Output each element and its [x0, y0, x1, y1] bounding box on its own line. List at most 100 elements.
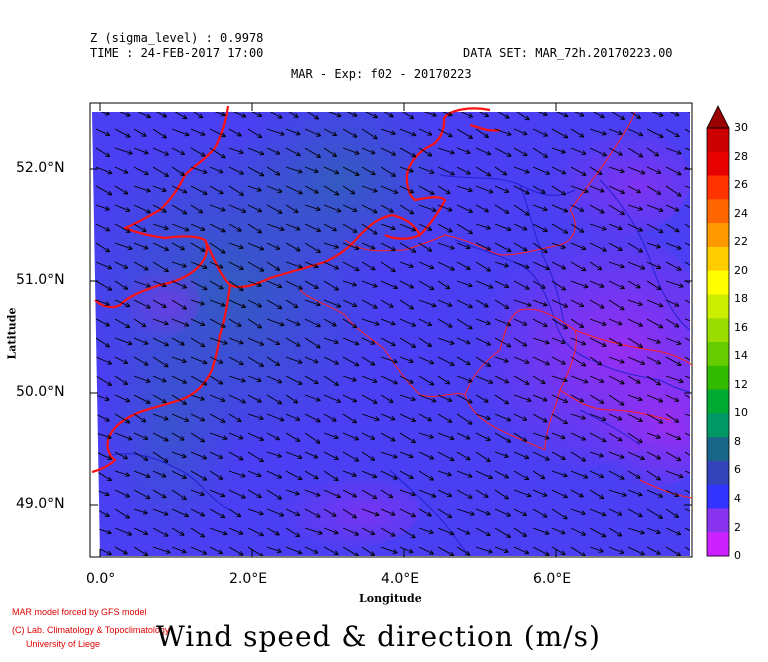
wind-arrow	[171, 128, 189, 135]
wind-arrow	[475, 318, 490, 324]
wind-arrow	[608, 394, 624, 405]
wind-arrow	[665, 128, 679, 137]
wind-arrow	[437, 299, 452, 306]
wind-arrow	[646, 337, 660, 343]
wind-arrow	[304, 261, 318, 267]
wind-arrow	[494, 280, 509, 287]
wind-arrow	[266, 299, 282, 309]
wind-arrow	[532, 394, 547, 401]
wind-arrow	[323, 432, 338, 438]
wind-arrow	[684, 185, 690, 192]
wind-arrow	[456, 413, 472, 424]
wind-arrow	[95, 356, 112, 364]
wind-arrow	[114, 470, 129, 476]
wind-arrow	[247, 223, 261, 233]
wind-arrow	[152, 470, 166, 477]
wind-arrow	[437, 489, 452, 496]
wind-arrow	[342, 527, 359, 535]
wind-arrow	[627, 318, 642, 326]
wind-arrow	[171, 470, 186, 478]
wind-arrow	[228, 432, 243, 439]
wind-arrow	[456, 508, 474, 515]
wind-arrow	[247, 261, 264, 271]
colorbar-swatch	[707, 365, 729, 391]
wind-arrow	[456, 204, 472, 212]
wind-arrow	[456, 337, 470, 344]
wind-arrow	[608, 432, 622, 441]
wind-arrow	[266, 337, 280, 344]
wind-arrow	[437, 527, 454, 534]
wind-arrow	[152, 185, 166, 191]
wind-arrow	[323, 375, 338, 385]
wind-arrow	[247, 204, 262, 212]
wind-arrow	[266, 451, 281, 457]
wind-arrow	[361, 432, 375, 439]
wind-arrow	[323, 318, 336, 326]
wind-arrow	[342, 470, 356, 476]
wind-arrow	[494, 204, 509, 213]
sigma-level-label: Z (sigma_level) : 0.9978	[90, 31, 264, 45]
wind-speed-field	[92, 112, 690, 556]
wind-arrow	[152, 508, 168, 515]
wind-arrow	[646, 356, 661, 364]
wind-arrow	[95, 432, 111, 438]
wind-arrow	[437, 394, 452, 401]
wind-arrow	[684, 375, 690, 383]
wind-arrow	[627, 128, 643, 136]
wind-arrow	[627, 204, 642, 210]
wind-arrow	[418, 356, 434, 364]
wind-arrow	[171, 432, 184, 440]
wind-arrow	[171, 527, 184, 535]
wind-arrow	[437, 356, 454, 365]
wind-arrow	[323, 508, 336, 516]
wind-arrow	[190, 337, 205, 347]
wind-arrow	[646, 242, 660, 247]
wind-arrow	[342, 112, 357, 116]
wind-arrow	[475, 394, 488, 402]
wind-arrow	[247, 166, 264, 176]
wind-arrow	[304, 185, 318, 193]
wind-arrow	[494, 128, 511, 135]
wind-arrow	[209, 299, 225, 306]
wind-arrow	[475, 280, 493, 288]
wind-arrow	[570, 527, 585, 535]
wind-arrow	[133, 356, 148, 365]
wind-arrow	[589, 147, 606, 156]
wind-arrow	[171, 261, 186, 267]
wind-arrow	[380, 261, 395, 272]
wind-arrow	[247, 147, 264, 154]
wind-arrow	[475, 470, 492, 478]
wind-arrow	[342, 489, 356, 497]
wind-arrow	[209, 147, 225, 158]
wind-arrow	[513, 280, 529, 289]
wind-arrow	[342, 223, 357, 232]
wind-arrow	[646, 527, 660, 533]
wind-arrow	[361, 470, 377, 477]
wind-arrow	[551, 185, 565, 195]
wind-arrow	[589, 375, 604, 382]
dataset-label: DATA SET: MAR_72h.20170223.00	[463, 46, 673, 60]
wind-arrow	[513, 508, 527, 515]
wind-arrow	[285, 166, 302, 172]
wind-arrow	[627, 280, 640, 288]
wind-arrow	[228, 128, 241, 136]
colorbar-label: 2	[734, 520, 741, 534]
wind-arrow	[209, 128, 225, 137]
wind-arrow	[380, 185, 398, 193]
wind-arrow	[171, 280, 187, 288]
wind-arrow	[399, 546, 413, 553]
wind-arrow	[684, 527, 690, 537]
wind-arrow	[228, 527, 243, 534]
wind-arrow	[304, 166, 318, 172]
wind-arrow	[228, 337, 243, 343]
wind-arrow	[266, 147, 280, 154]
wind-arrow	[114, 185, 128, 194]
wind-arrow	[532, 337, 549, 343]
colorbar-label: 10	[734, 406, 748, 420]
wind-arrow	[646, 204, 663, 211]
wind-arrow	[589, 451, 603, 456]
wind-arrow	[133, 413, 146, 422]
wind-arrow	[608, 166, 624, 172]
wind-arrow	[380, 318, 395, 324]
wind-arrow	[228, 546, 243, 555]
